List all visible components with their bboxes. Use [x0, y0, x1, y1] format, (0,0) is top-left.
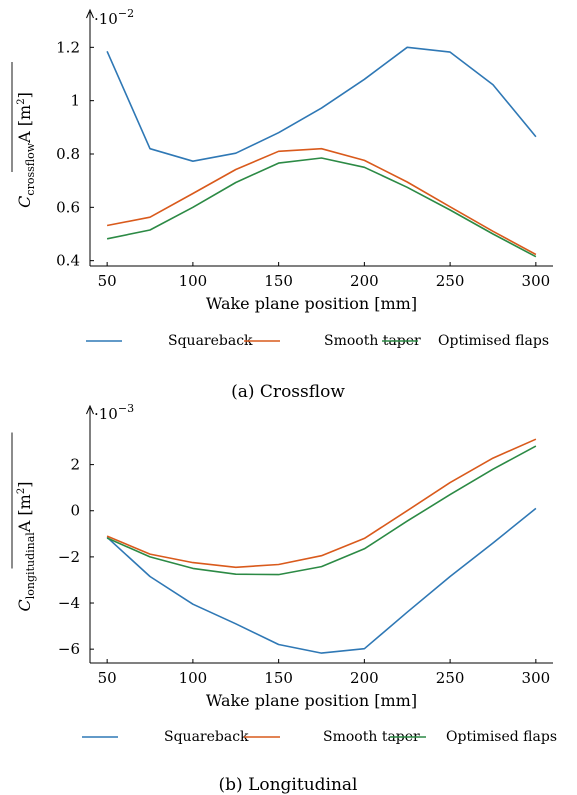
y-tick-label: −6: [58, 640, 80, 658]
series-line-optimised-flaps: [106, 157, 537, 258]
x-axis-label: Wake plane position [mm]: [206, 691, 417, 710]
legend-entry: Smooth taper: [324, 333, 421, 349]
x-tick-label: 150: [264, 669, 293, 687]
x-tick-label: 300: [522, 669, 551, 687]
legend-entry: Smooth taper: [323, 729, 420, 745]
y-axis-label: ClongitudinalA [m2]: [15, 482, 37, 612]
y-axis-arrow: [86, 8, 94, 19]
y-tick-label: 0.4: [56, 252, 80, 270]
series-line-smooth-taper: [106, 147, 537, 256]
y-tick-label: 1: [70, 92, 80, 110]
series-line-squareback: [106, 507, 537, 654]
legend-entry: Optimised flaps: [446, 729, 557, 745]
legend-entry: Optimised flaps: [438, 333, 549, 349]
y-axis-label: CcrossflowA [m2]: [15, 92, 37, 208]
series-line-smooth-taper: [106, 438, 537, 569]
y-tick-label: 0.6: [56, 198, 80, 216]
chart-panel-2: 50 100 150 200 250 300 −6 −4 −2 0 2 ·10−3 Clongitudi…: [11, 402, 557, 795]
x-tick-label: 250: [436, 272, 465, 290]
y-tick-label: 0: [70, 502, 80, 520]
x-tick-label: 100: [179, 669, 208, 687]
y-axis-arrow: [86, 404, 94, 415]
x-tick-label: 50: [98, 272, 117, 290]
figure-caption: (b) Longitudinal: [219, 775, 358, 795]
x-tick-label: 200: [350, 272, 379, 290]
figure-caption: (a) Crossflow: [231, 382, 345, 402]
y-tick-label: 1.2: [56, 38, 80, 56]
y-tick-label: −4: [58, 594, 80, 612]
x-tick-label: 150: [264, 272, 293, 290]
x-tick-label: 200: [350, 669, 379, 687]
axis-multiplier: ·10−3: [94, 402, 134, 423]
x-tick-label: 50: [98, 669, 117, 687]
x-tick-label: 250: [436, 669, 465, 687]
y-tick-label: −2: [58, 548, 80, 566]
y-tick-label: 0.8: [56, 145, 80, 163]
x-axis-label: Wake plane position [mm]: [206, 294, 417, 313]
y-tick-label: 2: [70, 456, 80, 474]
series-line-optimised-flaps: [106, 445, 537, 576]
axis-multiplier: ·10−2: [94, 7, 134, 28]
legend-entry: Squareback: [164, 729, 249, 745]
x-tick-label: 100: [179, 272, 208, 290]
chart-panel-1: 50 100 150 200 250 300 0.4 0.6 0.8 1 1.2 ·10−2 Ccros…: [11, 7, 553, 402]
series-line-squareback: [106, 46, 537, 162]
x-tick-label: 300: [522, 272, 551, 290]
legend-entry: Squareback: [168, 333, 253, 349]
